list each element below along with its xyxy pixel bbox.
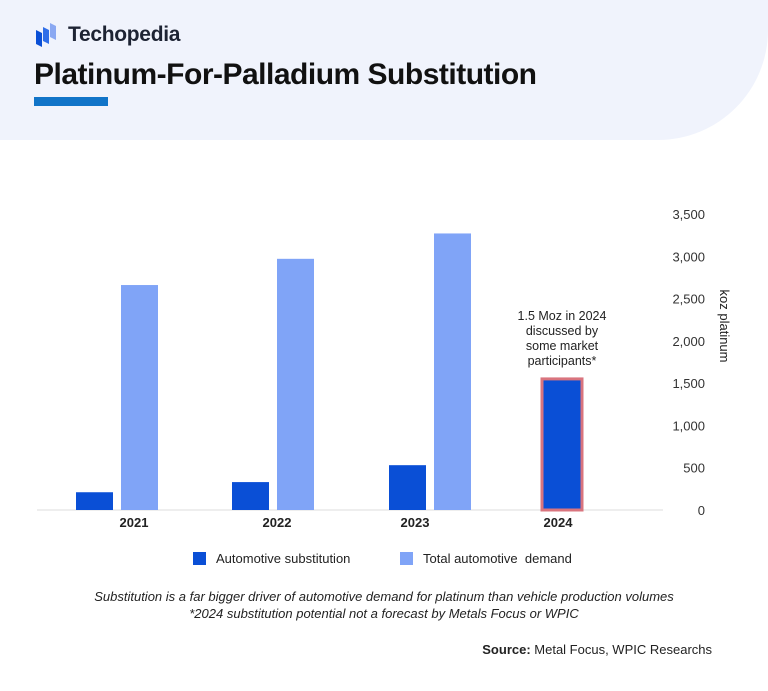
- x-tick-label: 2023: [401, 515, 430, 530]
- x-tick-label: 2021: [120, 515, 149, 530]
- legend-swatch: [193, 552, 206, 565]
- bar-substitution-2021: [76, 492, 113, 510]
- source-text: Metal Focus, WPIC Researchs: [530, 642, 712, 657]
- annotation-line: some market: [526, 339, 599, 353]
- logo: Techopedia: [34, 22, 180, 48]
- y-tick-label: 2,500: [672, 292, 705, 307]
- annotation-line: 1.5 Moz in 2024: [518, 309, 607, 323]
- legend-swatch: [400, 552, 413, 565]
- techopedia-logo-icon: [36, 23, 56, 47]
- title-underline: [34, 97, 108, 106]
- logo-text: Techopedia: [68, 23, 181, 46]
- bar-total-demand-2023: [434, 233, 471, 511]
- legend-item-total-demand: Total automotive demand: [400, 551, 572, 566]
- annotation-line: discussed by: [526, 324, 599, 338]
- legend-label: Total automotive demand: [423, 551, 572, 566]
- y-axis-title: koz platinum: [717, 290, 732, 363]
- header-banner: Techopedia Platinum-For-Palladium Substi…: [0, 0, 768, 140]
- annotation-line: participants*: [528, 354, 597, 368]
- y-tick-label: 1,000: [672, 418, 705, 433]
- y-tick-label: 1,500: [672, 376, 705, 391]
- y-tick-label: 3,500: [672, 207, 705, 222]
- bar-substitution-2023: [389, 465, 426, 510]
- annotation: 1.5 Moz in 2024 discussed by some market pa…: [518, 309, 607, 368]
- legend-item-substitution: Automotive substitution: [193, 551, 350, 566]
- footnote-2: *2024 substitution potential not a forec…: [189, 606, 579, 621]
- bar-total-demand-2021: [121, 285, 158, 510]
- y-tick-label: 2,000: [672, 334, 705, 349]
- y-tick-label: 3,000: [672, 249, 705, 264]
- y-tick-label: 0: [698, 503, 705, 518]
- bar-total-demand-2022: [277, 258, 314, 510]
- source-label: Source:: [482, 642, 531, 657]
- bar-substitution-2022: [232, 482, 269, 510]
- x-tick-label: 2024: [544, 515, 574, 530]
- source: Source: Metal Focus, WPIC Researchs: [482, 642, 712, 657]
- bar-substitution-2024: [540, 377, 584, 512]
- page-title: Platinum-For-Palladium Substitution: [34, 58, 537, 91]
- x-tick-label: 2022: [263, 515, 292, 530]
- legend-label: Automotive substitution: [216, 551, 351, 566]
- footnote-1: Substitution is a far bigger driver of a…: [94, 589, 674, 604]
- y-tick-label: 500: [683, 461, 705, 476]
